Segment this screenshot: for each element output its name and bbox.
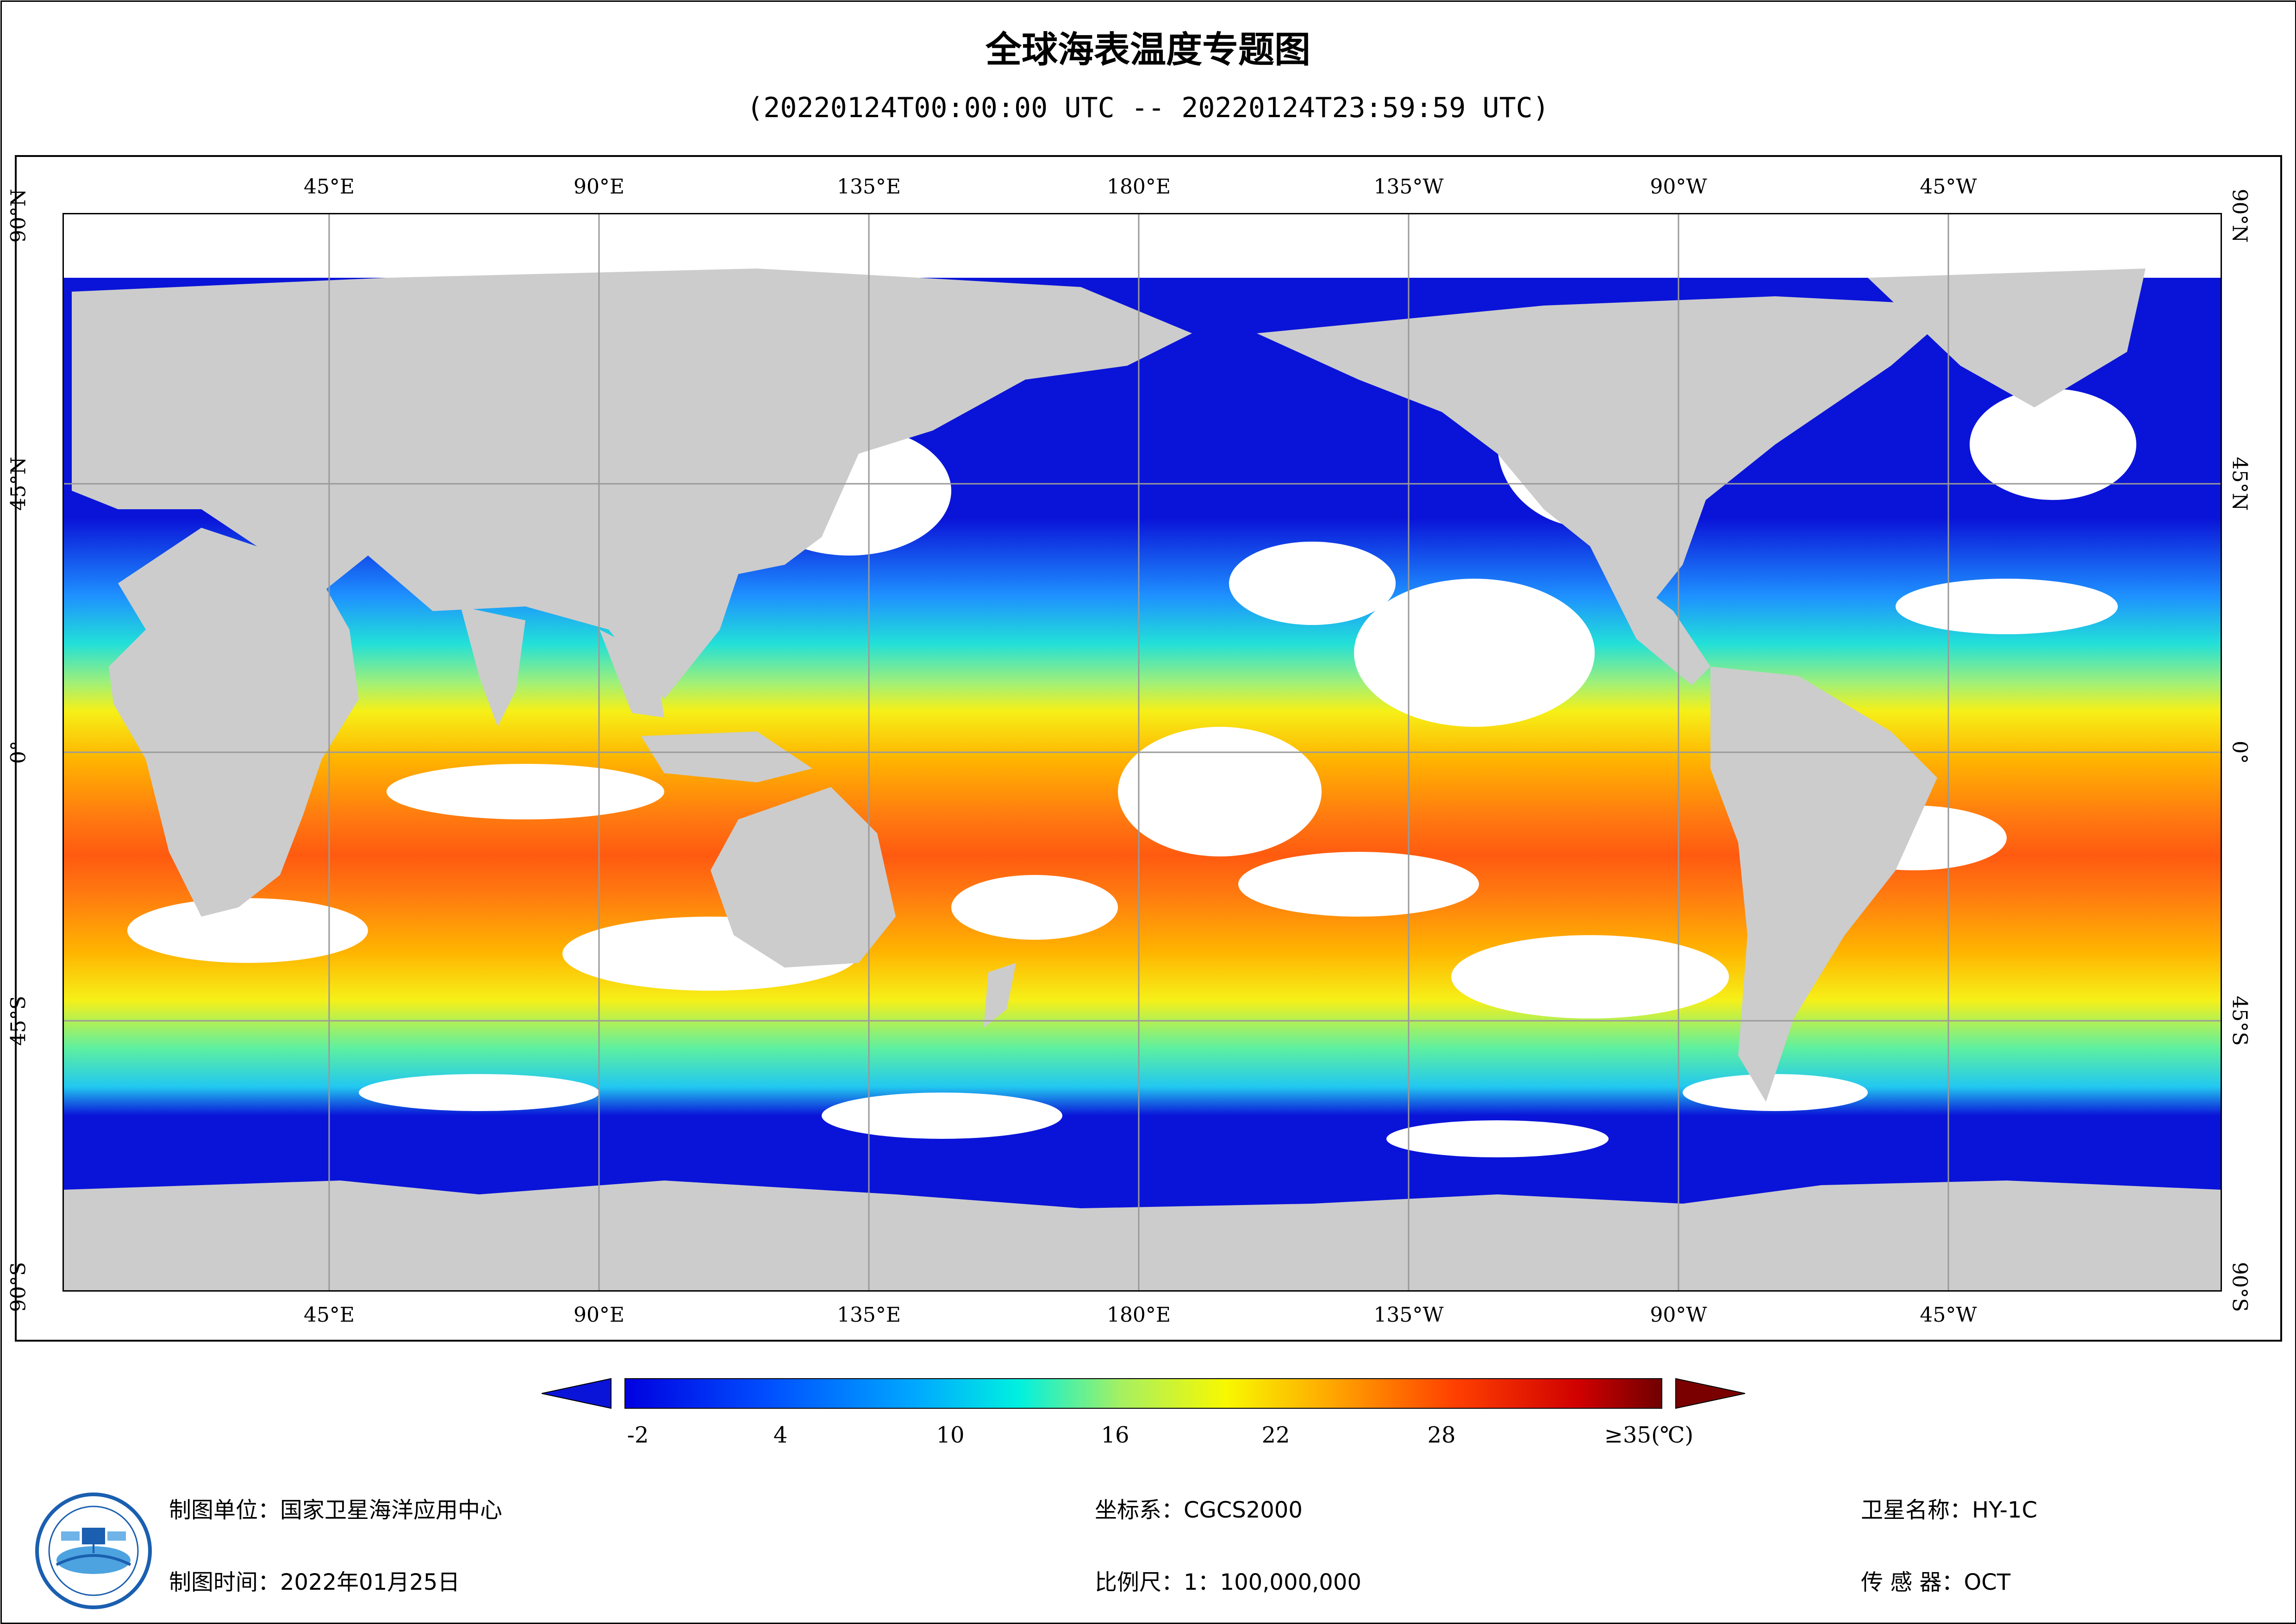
lon-label-top: 90°W <box>1650 175 1707 199</box>
lat-label-right: 90°S <box>2227 1262 2252 1312</box>
lon-label-top: 45°E <box>303 175 355 199</box>
land-india <box>461 606 525 727</box>
sst-map <box>62 213 2222 1292</box>
lat-label-left: 90°S <box>6 1262 31 1312</box>
colorbar-tick-label: 4 <box>773 1422 788 1448</box>
lat-label-left: 45°S <box>6 995 31 1046</box>
map-border <box>62 213 2222 1292</box>
lon-label-bottom: 135°W <box>1373 1303 1444 1327</box>
lat-label-left: 0° <box>6 741 31 764</box>
lat-label-right: 0° <box>2227 741 2252 764</box>
colorbar-tick-label: 10 <box>936 1422 965 1448</box>
lon-label-top: 45°W <box>1920 175 1977 199</box>
lon-label-bottom: 45°W <box>1920 1303 1977 1327</box>
lat-label-right: 45°N <box>2227 456 2252 511</box>
land-newzealand <box>984 963 1016 1028</box>
map-scale: 比例尺：1：100,000,000 <box>1095 1569 1361 1595</box>
mapping-date: 制图时间：2022年01月25日 <box>169 1569 460 1595</box>
lon-label-top: 135°E <box>836 175 901 199</box>
lat-label-left: 90°N <box>6 188 31 243</box>
coordinate-system: 坐标系：CGCS2000 <box>1095 1497 1303 1523</box>
lon-label-bottom: 90°E <box>573 1303 625 1327</box>
time-range: (20220124T00:00:00 UTC -- 20220124T23:59… <box>747 92 1549 124</box>
mapping-unit: 制图单位：国家卫星海洋应用中心 <box>169 1497 503 1523</box>
land-north-america <box>1257 296 1960 611</box>
lon-label-bottom: 135°E <box>836 1303 901 1327</box>
map-title: 全球海表温度专题图 <box>985 29 1310 71</box>
colorbar-over-arrow <box>1675 1378 1745 1409</box>
lat-label-left: 45°N <box>6 456 31 511</box>
land-indonesia <box>641 731 812 782</box>
colorbar-tick-label: 16 <box>1101 1422 1129 1448</box>
lat-label-right: 45°S <box>2227 995 2252 1046</box>
colorbar-tick-label: 22 <box>1261 1422 1290 1448</box>
lon-label-bottom: 45°E <box>303 1303 355 1327</box>
sensor-name: 传 感 器：OCT <box>1861 1569 2011 1595</box>
colorbar-gradient <box>624 1378 1662 1409</box>
satellite-name: 卫星名称：HY-1C <box>1861 1497 2038 1523</box>
colorbar-tick-label: -2 <box>627 1422 649 1448</box>
graticule <box>62 213 2222 1292</box>
land-central-america <box>1590 546 1710 685</box>
map-frame <box>15 155 2282 1342</box>
lon-label-top: 180°E <box>1106 175 1171 199</box>
organization-logo-icon <box>35 1493 152 1609</box>
land-antarctica <box>62 1181 2222 1292</box>
land-australia <box>711 787 896 968</box>
colorbar-tick-label: ≥35(℃) <box>1604 1422 1694 1448</box>
land-south-america <box>1710 667 1937 1102</box>
colorbar-under-arrow <box>542 1378 611 1409</box>
colorbar <box>542 1378 1745 1409</box>
lat-label-right: 90°N <box>2227 188 2252 243</box>
colorbar-tick-label: 28 <box>1427 1422 1456 1448</box>
lon-label-top: 135°W <box>1373 175 1444 199</box>
lon-label-bottom: 180°E <box>1106 1303 1171 1327</box>
land-africa <box>109 528 359 917</box>
lon-label-bottom: 90°W <box>1650 1303 1707 1327</box>
land-greenland <box>1868 269 2146 407</box>
lon-label-top: 90°E <box>573 175 625 199</box>
land-seasia <box>599 630 664 718</box>
